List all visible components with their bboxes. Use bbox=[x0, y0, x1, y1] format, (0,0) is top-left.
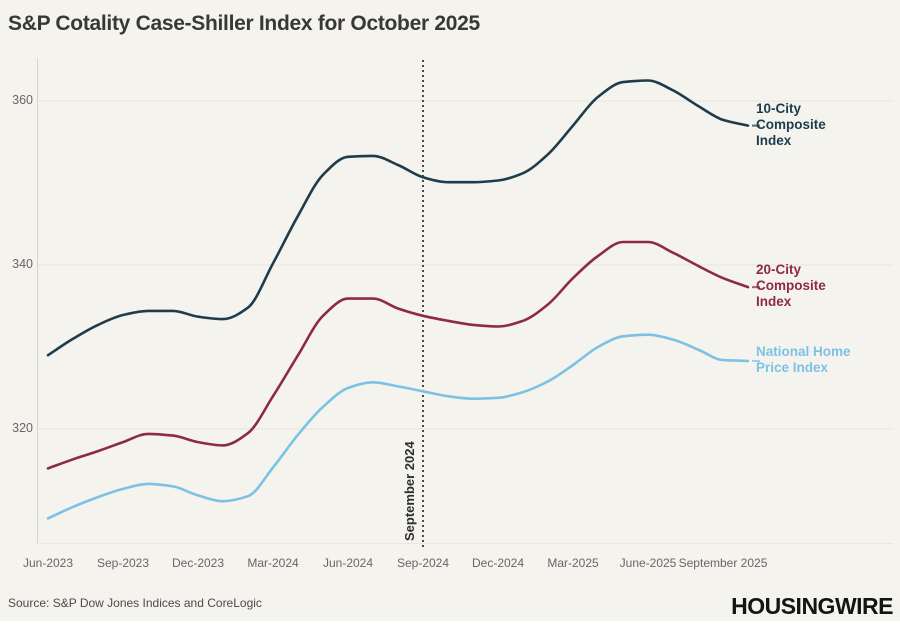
x-tick-sep-2023: Sep-2023 bbox=[96, 556, 150, 570]
legend-label-10-city-composite-index: 10-City Composite Index bbox=[756, 100, 826, 148]
x-tick-dec-2023: Dec-2023 bbox=[171, 556, 225, 570]
vline-label: September 2024 bbox=[402, 441, 417, 541]
y-tick-360: 360 bbox=[12, 93, 33, 107]
x-tick-mar-2024: Mar-2024 bbox=[247, 556, 299, 570]
legend-label-20-city-composite-index: 20-City Composite Index bbox=[756, 262, 826, 310]
series-line-20-city-composite-index bbox=[46, 240, 750, 470]
housingwire-logo: HOUSINGWIRE bbox=[731, 593, 893, 619]
legend-label-national-home-price-index: National Home Price Index bbox=[756, 343, 851, 375]
series-line-national-home-price-index bbox=[46, 333, 750, 520]
bottom-strip bbox=[0, 621, 900, 630]
x-tick-mar-2025: Mar-2025 bbox=[547, 556, 599, 570]
x-tick-june-2025: June-2025 bbox=[619, 556, 677, 570]
x-tick-jun-2024: Jun-2024 bbox=[322, 556, 374, 570]
y-tick-320: 320 bbox=[12, 421, 33, 435]
x-tick-sep-2024: Sep-2024 bbox=[396, 556, 450, 570]
page-title: S&P Cotality Case-Shiller Index for Octo… bbox=[8, 12, 480, 35]
x-tick-dec-2024: Dec-2024 bbox=[471, 556, 525, 570]
source-note: Source: S&P Dow Jones Indices and CoreLo… bbox=[8, 596, 262, 610]
x-tick-september-2025: September 2025 bbox=[678, 556, 768, 570]
series-line-10-city-composite-index bbox=[46, 79, 750, 357]
x-tick-jun-2023: Jun-2023 bbox=[22, 556, 74, 570]
y-tick-340: 340 bbox=[12, 257, 33, 271]
